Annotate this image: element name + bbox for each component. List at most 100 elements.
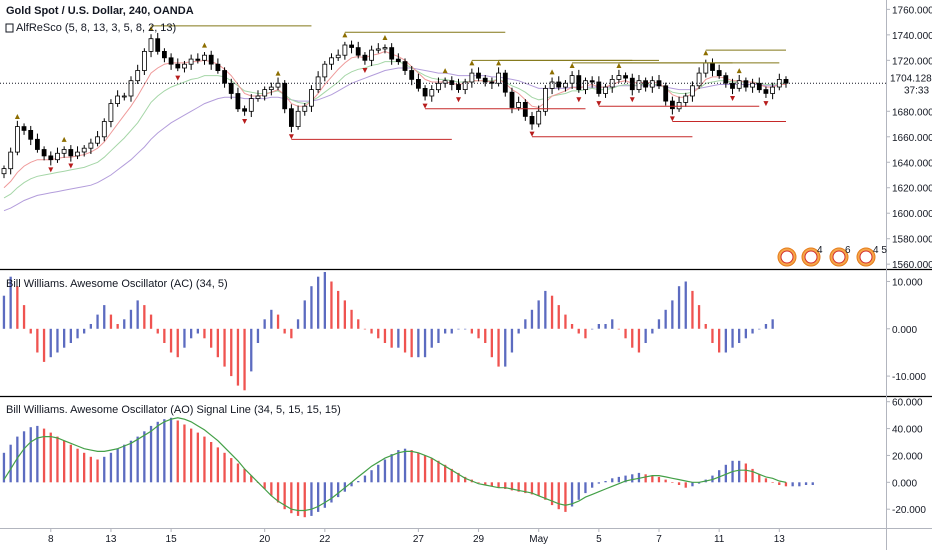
ao-bar	[477, 482, 480, 483]
ac-bar	[243, 328, 246, 391]
ao-bar	[497, 482, 500, 488]
price-tick-label: 1660.000	[892, 133, 932, 144]
candle	[35, 138, 40, 150]
candle	[730, 82, 735, 89]
ao-bar	[697, 482, 701, 484]
ac-bar	[203, 328, 206, 339]
event-badge-us-3[interactable]: 6	[829, 245, 851, 267]
candle	[88, 142, 94, 149]
indicator-legend[interactable]: AlfReSco (5, 8, 13, 3, 5, 8, 2, 13)	[5, 22, 176, 34]
ao-bar	[9, 444, 12, 483]
ac-bar	[537, 300, 540, 329]
candle	[456, 84, 461, 90]
time-tick-label: May	[529, 534, 548, 545]
countdown: 37:33	[904, 85, 929, 96]
ac-bar	[423, 328, 427, 358]
ao-bar	[390, 454, 393, 483]
ac-bar	[497, 328, 500, 367]
ac-bar	[310, 286, 313, 329]
ac-bar	[377, 328, 380, 339]
ao-bar	[684, 482, 687, 488]
ao-bar	[724, 464, 727, 483]
candle	[616, 75, 622, 80]
event-badge-us-2[interactable]: 4	[801, 245, 823, 267]
ac-bar	[42, 328, 46, 362]
candle	[543, 88, 548, 112]
candle	[476, 72, 481, 79]
candle	[282, 82, 288, 110]
us-flag-icon	[832, 250, 846, 264]
event-badge-us-4[interactable]: 4 5	[856, 245, 887, 267]
ao-bar	[637, 472, 641, 483]
candle	[516, 102, 521, 108]
ao-bar	[83, 452, 86, 483]
candle	[14, 126, 20, 153]
ac-bar	[544, 290, 547, 329]
ao-bar	[570, 482, 574, 507]
ac-bar	[550, 295, 554, 329]
candle	[48, 155, 54, 161]
ao-bar	[804, 482, 808, 485]
candle	[135, 70, 141, 82]
ao-bar	[230, 458, 233, 483]
candle	[182, 63, 187, 69]
candle	[756, 82, 762, 91]
ac-tick-label: -10.000	[892, 372, 926, 383]
ao-bar	[430, 458, 433, 483]
candle	[636, 80, 642, 90]
candle	[375, 48, 381, 51]
ac-bar	[731, 328, 734, 348]
candle	[435, 82, 441, 91]
indicator-toggle-icon[interactable]	[5, 23, 14, 33]
event-badges[interactable]: 4 6 4 5	[777, 245, 887, 267]
ac-bar	[236, 328, 240, 386]
fractal-down-marker	[529, 131, 535, 137]
candle	[55, 152, 60, 161]
candle	[482, 77, 488, 83]
price-badge: 1704.128 37:33	[887, 71, 932, 98]
ac-bar	[504, 328, 507, 367]
candle	[449, 80, 455, 85]
ac-bar	[89, 324, 92, 329]
candle	[395, 58, 401, 62]
ao-tick-label: -20.000	[892, 505, 926, 516]
candle	[242, 108, 248, 112]
candle	[415, 79, 421, 89]
ao-bar	[417, 452, 420, 483]
ac-bar	[169, 328, 173, 353]
ao-bar	[764, 478, 768, 483]
event-badge-us-1[interactable]	[777, 247, 797, 267]
candle	[576, 75, 582, 90]
time-tick-label: 27	[413, 534, 425, 545]
candle	[690, 85, 695, 97]
candle	[302, 105, 308, 112]
candle	[623, 75, 628, 79]
ac-bar	[330, 281, 333, 329]
ao-bar	[564, 482, 567, 512]
fractal-down-marker	[68, 163, 74, 169]
ao-bar	[738, 460, 741, 483]
candle	[703, 62, 709, 74]
ac-bar	[524, 319, 527, 329]
ac-bar	[303, 300, 306, 329]
fractal-up-marker	[61, 136, 67, 142]
ac-bar	[143, 305, 146, 329]
candle	[382, 47, 388, 50]
candle	[716, 70, 722, 76]
ac-tick-label: 0.000	[892, 325, 917, 336]
ao-bar	[691, 482, 694, 487]
candle	[596, 81, 602, 94]
ac-bar	[256, 328, 260, 343]
ac-bar	[103, 305, 106, 329]
ao-bar	[96, 459, 99, 483]
ao-bar	[544, 482, 547, 500]
ac-bar	[657, 319, 661, 329]
candle	[362, 54, 368, 61]
candle	[95, 136, 100, 144]
ao-bar	[163, 419, 166, 483]
ao-bar	[296, 482, 300, 516]
candle	[275, 82, 281, 88]
fractal-down-marker	[629, 97, 635, 103]
price-tick-label: 1580.000	[892, 235, 932, 246]
